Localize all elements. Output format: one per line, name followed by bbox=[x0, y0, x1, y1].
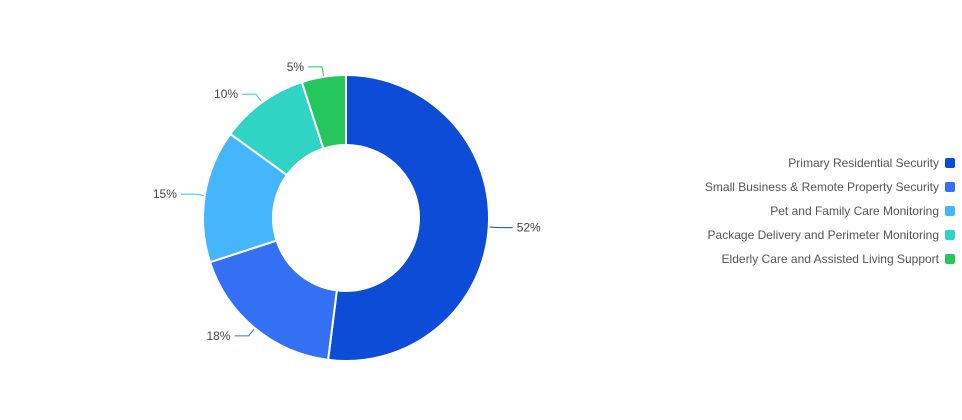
slice-value-label: 15% bbox=[153, 187, 177, 201]
legend-swatch bbox=[945, 230, 955, 240]
slice-primary-residential-security[interactable] bbox=[326, 73, 490, 362]
slice-value-label: 10% bbox=[214, 87, 238, 101]
legend-swatch bbox=[945, 182, 955, 192]
slice-elderly-care-and-assisted-living-support[interactable] bbox=[300, 73, 347, 150]
legend-item-package-delivery-and-perimeter-monitoring[interactable]: Package Delivery and Perimeter Monitorin… bbox=[708, 223, 955, 247]
legend-item-small-business-remote-property-security[interactable]: Small Business & Remote Property Securit… bbox=[705, 175, 955, 199]
legend-label: Small Business & Remote Property Securit… bbox=[704, 180, 939, 194]
legend-label: Primary Residential Security bbox=[788, 156, 939, 170]
legend-item-pet-and-family-care-monitoring[interactable]: Pet and Family Care Monitoring bbox=[770, 199, 955, 223]
slice-value-label: 18% bbox=[206, 329, 230, 343]
slice-labels-group: 52% 18% 15% 10% 5% bbox=[153, 60, 541, 343]
slice-value-label: 52% bbox=[517, 221, 541, 235]
leader-line bbox=[489, 226, 513, 229]
slice-small-business-remote-property-security[interactable] bbox=[208, 239, 338, 361]
slice-value-label: 5% bbox=[287, 60, 305, 74]
leader-line bbox=[308, 66, 324, 76]
legend-label: Elderly Care and Assisted Living Support bbox=[721, 252, 939, 266]
leader-line bbox=[242, 93, 262, 102]
legend-swatch bbox=[945, 254, 955, 264]
legend-item-elderly-care-and-assisted-living-support[interactable]: Elderly Care and Assisted Living Support bbox=[722, 247, 955, 271]
leader-line bbox=[234, 328, 255, 337]
legend: Primary Residential Security Small Busin… bbox=[705, 151, 955, 271]
legend-item-primary-residential-security[interactable]: Primary Residential Security bbox=[788, 151, 955, 175]
legend-swatch bbox=[945, 206, 955, 216]
legend-label: Package Delivery and Perimeter Monitorin… bbox=[707, 228, 939, 242]
leader-line bbox=[180, 193, 204, 196]
slices-group bbox=[202, 73, 490, 362]
legend-swatch bbox=[945, 158, 955, 168]
legend-label: Pet and Family Care Monitoring bbox=[770, 204, 939, 218]
